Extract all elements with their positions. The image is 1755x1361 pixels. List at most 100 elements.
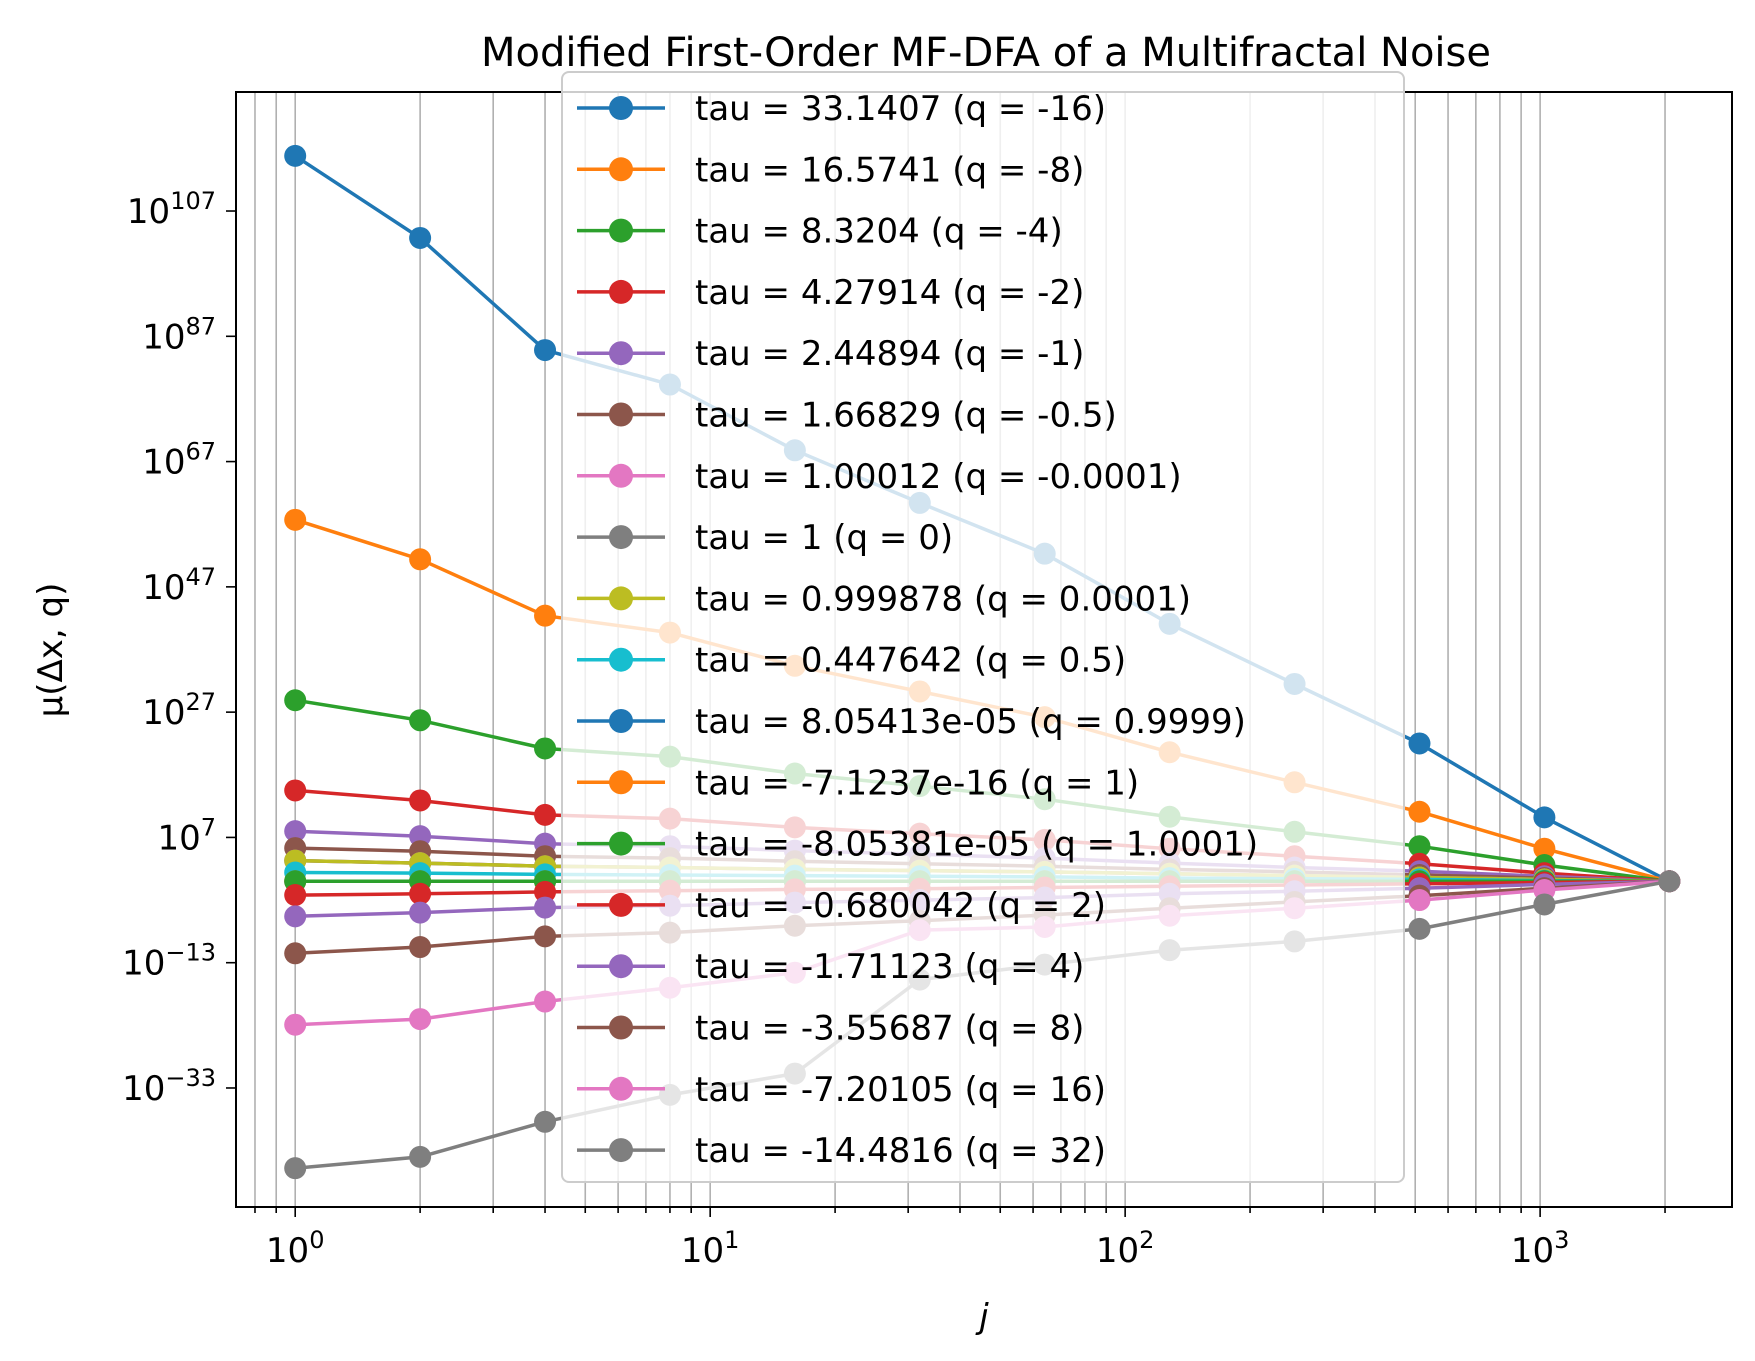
legend-label: tau = 33.1407 (q = -16) — [695, 89, 1106, 129]
x-tick-label: 100 — [266, 1226, 325, 1271]
legend-item: tau = -8.05381e-05 (q = 1.0001) — [577, 825, 1258, 865]
data-point — [284, 884, 307, 907]
legend-marker — [609, 1015, 633, 1040]
legend-marker — [609, 1138, 633, 1163]
data-point — [1408, 889, 1431, 912]
legend-label: tau = 1.00012 (q = -0.0001) — [695, 457, 1182, 497]
axis-ticks: 100 101 102 103 10107 1087 1067 1047 1027 107 10−1… — [122, 187, 1666, 1271]
data-point — [534, 803, 557, 826]
legend-marker — [609, 770, 633, 795]
legend-marker — [609, 525, 633, 550]
legend-label: tau = 8.3204 (q = -4) — [695, 212, 1063, 252]
x-tick-label: 102 — [1096, 1226, 1155, 1271]
data-point — [409, 226, 432, 249]
data-point — [409, 936, 432, 959]
legend-marker — [609, 157, 633, 182]
legend-item: tau = -7.1237e-16 (q = 1) — [577, 763, 1139, 803]
data-point — [534, 880, 557, 903]
data-point — [1408, 800, 1431, 823]
legend-marker — [609, 831, 633, 856]
data-point — [284, 144, 307, 167]
data-point — [409, 1145, 432, 1168]
data-point — [409, 548, 432, 571]
legend-label: tau = -7.20105 (q = 16) — [695, 1070, 1106, 1110]
data-point — [409, 789, 432, 812]
legend-label: tau = -7.1237e-16 (q = 1) — [695, 763, 1139, 803]
data-point — [534, 604, 557, 627]
legend-marker — [609, 402, 633, 427]
x-axis-label: j — [975, 1297, 989, 1337]
legend-item: tau = 4.27914 (q = -2) — [577, 273, 1084, 313]
legend-item: tau = -14.4816 (q = 32) — [577, 1131, 1106, 1171]
legend-label: tau = -14.4816 (q = 32) — [695, 1131, 1106, 1171]
legend-label: tau = -0.680042 (q = 2) — [695, 886, 1106, 926]
data-point — [1408, 835, 1431, 858]
legend-marker — [609, 647, 633, 672]
data-point — [284, 1157, 307, 1180]
legend-label: tau = 2.44894 (q = -1) — [695, 334, 1084, 374]
legend-item: tau = -7.20105 (q = 16) — [577, 1070, 1106, 1110]
legend-item: tau = 33.1407 (q = -16) — [577, 89, 1106, 129]
data-point — [409, 882, 432, 905]
x-tick-label: 103 — [1511, 1226, 1570, 1271]
data-point — [284, 820, 307, 843]
data-point — [1408, 732, 1431, 755]
y-tick-label: 107 — [157, 813, 216, 858]
y-tick-label: 10−13 — [122, 939, 216, 984]
data-point — [1533, 806, 1556, 829]
data-point — [1408, 917, 1431, 940]
data-point — [534, 1110, 557, 1133]
legend-item: tau = -0.680042 (q = 2) — [577, 886, 1106, 926]
legend-item: tau = 0.447642 (q = 0.5) — [577, 641, 1126, 681]
data-point — [284, 779, 307, 802]
legend-marker — [609, 463, 633, 488]
legend-item: tau = 1.66829 (q = -0.5) — [577, 396, 1117, 436]
y-tick-label: 1087 — [142, 312, 216, 357]
legend-label: tau = 1 (q = 0) — [695, 518, 953, 558]
legend-item: tau = 1.00012 (q = -0.0001) — [577, 457, 1182, 497]
legend-label: tau = 0.447642 (q = 0.5) — [695, 641, 1126, 681]
legend-marker — [609, 892, 633, 917]
legend-box — [561, 71, 1405, 1183]
data-point — [1533, 893, 1556, 916]
legend-item: tau = 8.05413e-05 (q = 0.9999) — [577, 702, 1246, 742]
legend-marker — [609, 586, 633, 611]
data-point — [534, 339, 557, 362]
y-tick-label: 10107 — [127, 187, 216, 232]
legend-label: tau = 16.5741 (q = -8) — [695, 150, 1084, 190]
legend-item: tau = 8.3204 (q = -4) — [577, 212, 1063, 252]
legend-label: tau = 4.27914 (q = -2) — [695, 273, 1084, 313]
legend-label: tau = 8.05413e-05 (q = 0.9999) — [695, 702, 1246, 742]
y-tick-label: 1067 — [142, 438, 216, 483]
legend-marker — [609, 709, 633, 733]
data-point — [534, 737, 557, 760]
data-point — [284, 905, 307, 928]
legend-label: tau = 1.66829 (q = -0.5) — [695, 396, 1117, 436]
legend-item: tau = 2.44894 (q = -1) — [577, 334, 1084, 374]
y-axis-label: μ(Δx, q) — [31, 583, 71, 718]
data-point — [284, 942, 307, 965]
data-point — [284, 689, 307, 712]
data-point — [534, 990, 557, 1013]
legend-label: tau = 0.999878 (q = 0.0001) — [695, 579, 1191, 619]
legend-label: tau = -3.55687 (q = 8) — [695, 1009, 1084, 1049]
y-tick-label: 10−33 — [122, 1064, 216, 1109]
data-point — [409, 901, 432, 924]
data-point — [284, 508, 307, 531]
legend-item: tau = 1 (q = 0) — [577, 518, 953, 558]
x-tick-label: 101 — [681, 1226, 740, 1271]
data-point — [284, 1013, 307, 1036]
legend-label: tau = -8.05381e-05 (q = 1.0001) — [695, 825, 1258, 865]
legend-item: tau = -3.55687 (q = 8) — [577, 1009, 1084, 1049]
data-point — [534, 896, 557, 919]
data-point — [1533, 837, 1556, 860]
legend-item: tau = 16.5741 (q = -8) — [577, 150, 1084, 190]
y-tick-label: 1047 — [142, 563, 216, 608]
data-point — [409, 709, 432, 732]
legend-marker — [609, 1076, 633, 1101]
legend-label: tau = -1.71123 (q = 4) — [695, 947, 1084, 987]
legend-marker — [609, 96, 633, 120]
legend-item: tau = -1.71123 (q = 4) — [577, 947, 1084, 987]
data-point — [409, 825, 432, 848]
